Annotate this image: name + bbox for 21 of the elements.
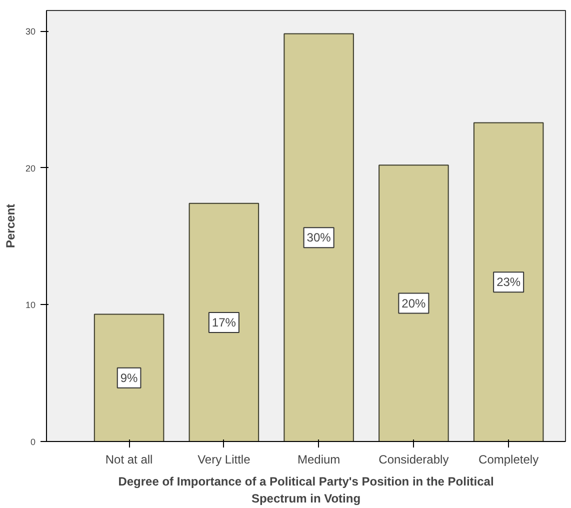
data-label: 17% bbox=[212, 315, 236, 330]
data-label: 20% bbox=[402, 296, 426, 310]
bar bbox=[473, 122, 544, 442]
data-label: 9% bbox=[120, 370, 138, 385]
x-tick-label: Very Little bbox=[198, 452, 251, 466]
bar bbox=[94, 314, 164, 442]
y-tick-label: 0 bbox=[30, 437, 36, 447]
x-tick-label: Considerably bbox=[378, 452, 449, 466]
data-label: 30% bbox=[306, 230, 332, 245]
data-label: 23% bbox=[496, 275, 521, 290]
y-tick-label: 20 bbox=[25, 163, 36, 174]
bar bbox=[378, 164, 449, 442]
x-axis-title: Degree of Importance of a Political Party's Position in the Political Spectrum in Voting bbox=[118, 474, 494, 506]
bar bbox=[188, 202, 260, 442]
x-tick-label: Medium bbox=[297, 452, 340, 466]
bar bbox=[284, 33, 354, 442]
y-axis-title: Percent bbox=[3, 204, 18, 248]
y-tick-label: 30 bbox=[25, 26, 36, 37]
y-tick-label: 10 bbox=[25, 300, 36, 310]
x-tick-label: Not at all bbox=[105, 452, 153, 466]
x-tick-label: Completely bbox=[478, 452, 539, 466]
